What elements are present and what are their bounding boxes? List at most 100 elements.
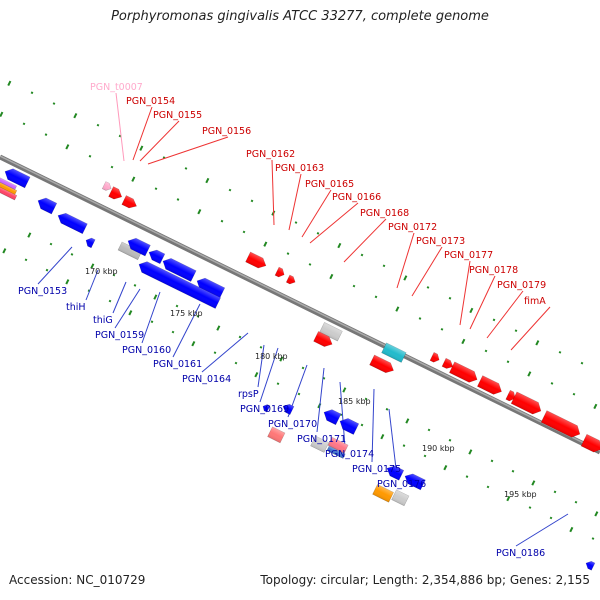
- tick-dot: [342, 387, 347, 393]
- genome-summary-text: Topology: circular; Length: 2,354,886 bp…: [260, 573, 590, 587]
- tick-dot: [110, 165, 114, 169]
- tick-dot: [364, 397, 368, 401]
- accession-text: Accession: NC_010729: [9, 573, 146, 587]
- tick-dot: [426, 286, 430, 289]
- gene-feature: [313, 331, 333, 347]
- leader-line: [288, 173, 302, 231]
- tick-dot: [52, 102, 56, 105]
- tick-dot: [527, 371, 532, 377]
- tick-dot: [382, 264, 386, 268]
- tick-dot: [580, 361, 584, 365]
- gene-label-thig: thiG: [93, 315, 113, 326]
- tick-dot: [337, 242, 342, 249]
- gene-feature: [429, 352, 440, 363]
- gene-feature: [121, 195, 137, 209]
- tick-dot: [549, 516, 553, 520]
- tick-dot: [171, 330, 175, 334]
- leader-line: [301, 189, 332, 238]
- gene-feature: [108, 186, 123, 200]
- tick-dot: [329, 273, 334, 280]
- map-title: Porphyromonas gingivalis ATCC 33277, com…: [111, 9, 489, 24]
- tick-dot: [465, 475, 469, 478]
- tick-dot: [73, 113, 78, 119]
- gene-feature: [274, 266, 285, 278]
- tick-dot: [443, 464, 448, 471]
- scale-label-190: 190 kbp: [422, 444, 455, 453]
- tick-dot: [128, 310, 133, 316]
- scale-labels: 170 kbp 175 kbp 180 kbp 185 kbp 190 kbp 195 k…: [85, 267, 537, 499]
- tick-dot: [191, 341, 196, 347]
- gene-label-pgn_0170: PGN_0170: [268, 419, 317, 430]
- gene-label-pgn_0177: PGN_0177: [444, 250, 493, 261]
- gene-label-pgn_0164: PGN_0164: [182, 374, 231, 385]
- tick-dot: [492, 318, 496, 322]
- leader-line: [469, 275, 496, 330]
- tick-dot: [259, 345, 263, 349]
- tick-dot: [535, 340, 540, 346]
- gene-feature: [327, 436, 349, 454]
- gene-label-fima: fimA: [524, 296, 546, 307]
- gene-label-pgn_0173: PGN_0173: [416, 236, 465, 247]
- gene-label-pgn_0161: PGN_0161: [153, 359, 202, 370]
- leader-line: [271, 159, 275, 226]
- gene-feature: [148, 249, 166, 265]
- tick-dot: [574, 500, 578, 504]
- gene-label-pgn_0176: PGN_0176: [377, 479, 426, 490]
- tick-dot: [220, 219, 224, 223]
- gene-label-pgn_0162: PGN_0162: [246, 149, 295, 160]
- gene-feature: [282, 404, 295, 415]
- tick-dot: [70, 253, 74, 256]
- gene-feature: [449, 361, 478, 383]
- gene-feature: [372, 484, 394, 503]
- gene-label-pgn_0166: PGN_0166: [332, 192, 381, 203]
- gene-feature: [245, 251, 267, 269]
- gene-feature: [37, 197, 58, 215]
- tick-dot: [374, 295, 378, 299]
- tick-dot: [139, 145, 144, 151]
- label-leader-lines: [37, 92, 569, 547]
- leader-line: [114, 288, 141, 329]
- leader-line: [396, 232, 415, 289]
- gene-feature: [386, 465, 405, 481]
- tick-dot: [133, 284, 137, 287]
- gene-features: [0, 168, 600, 571]
- tick-dot: [506, 495, 511, 502]
- gene-feature: [101, 181, 112, 191]
- leader-line: [257, 344, 265, 388]
- gene-feature: [319, 322, 343, 342]
- gene-label-pgn_0163: PGN_0163: [275, 163, 324, 174]
- tick-dot: [150, 320, 154, 324]
- gene-feature: [323, 409, 342, 426]
- tick-dot: [131, 176, 136, 182]
- tick-dot: [196, 315, 200, 318]
- tick-dot: [594, 511, 599, 517]
- tick-dot: [403, 275, 408, 281]
- leader-line: [115, 92, 125, 162]
- tick-dot: [112, 273, 116, 277]
- tick-dot: [108, 299, 112, 303]
- gene-label-thih: thiH: [66, 302, 86, 313]
- tick-dot: [591, 537, 595, 540]
- gene-feature: [162, 258, 197, 282]
- gene-feature: [510, 391, 542, 415]
- tick-dots: [0, 80, 599, 540]
- tick-dot: [423, 454, 427, 458]
- tick-dot: [276, 382, 280, 386]
- gene-label-pgn_t0007: PGN_t0007: [90, 82, 143, 93]
- gene-label-pgn_0171: PGN_0171: [297, 434, 346, 445]
- gene-feature: [580, 433, 600, 453]
- tick-dot: [250, 199, 254, 203]
- gene-feature: [310, 435, 330, 453]
- tick-dot: [395, 306, 400, 312]
- gene-feature: [0, 175, 17, 190]
- gene-label-pgn_0172: PGN_0172: [388, 222, 437, 233]
- tick-dot: [569, 526, 574, 533]
- tick-dot: [175, 304, 179, 308]
- gene-feature: [441, 357, 454, 369]
- scale-label-195: 195 kbp: [504, 490, 537, 499]
- tick-dot: [427, 428, 431, 432]
- gene-feature: [339, 418, 360, 435]
- tick-dot: [484, 349, 488, 353]
- tick-dot: [448, 438, 452, 442]
- tick-dot: [49, 242, 53, 246]
